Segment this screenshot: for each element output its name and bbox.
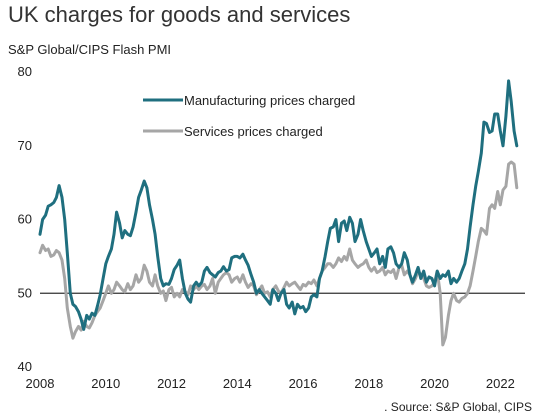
manufacturing-line <box>38 79 519 331</box>
source-note: . Source: S&P Global, CIPS <box>384 400 532 414</box>
x-tick-label: 2012 <box>157 376 186 391</box>
x-tick-label: 2008 <box>26 376 55 391</box>
x-tick-label: 2018 <box>354 376 383 391</box>
x-tick-label: 2016 <box>289 376 318 391</box>
y-axis: 40 50 60 70 80 <box>18 64 32 374</box>
series-layer <box>38 79 519 347</box>
x-axis: 2008 2010 2012 2014 2016 2018 2020 2022 <box>26 376 515 391</box>
chart-subtitle: S&P Global/CIPS Flash PMI <box>8 42 172 57</box>
legend-services-label: Services prices charged <box>184 124 323 139</box>
y-tick-label: 40 <box>18 359 32 374</box>
legend: Manufacturing prices charged Services pri… <box>143 93 355 139</box>
y-tick-label: 50 <box>18 285 32 300</box>
legend-manufacturing-label: Manufacturing prices charged <box>184 93 355 108</box>
services-line <box>38 160 519 347</box>
y-tick-label: 80 <box>18 64 32 79</box>
y-tick-label: 70 <box>18 138 32 153</box>
x-tick-label: 2022 <box>486 376 515 391</box>
x-tick-label: 2010 <box>91 376 120 391</box>
x-tick-label: 2014 <box>223 376 252 391</box>
y-tick-label: 60 <box>18 212 32 227</box>
chart-title: UK charges for goods and services <box>8 2 351 27</box>
x-tick-label: 2020 <box>420 376 449 391</box>
